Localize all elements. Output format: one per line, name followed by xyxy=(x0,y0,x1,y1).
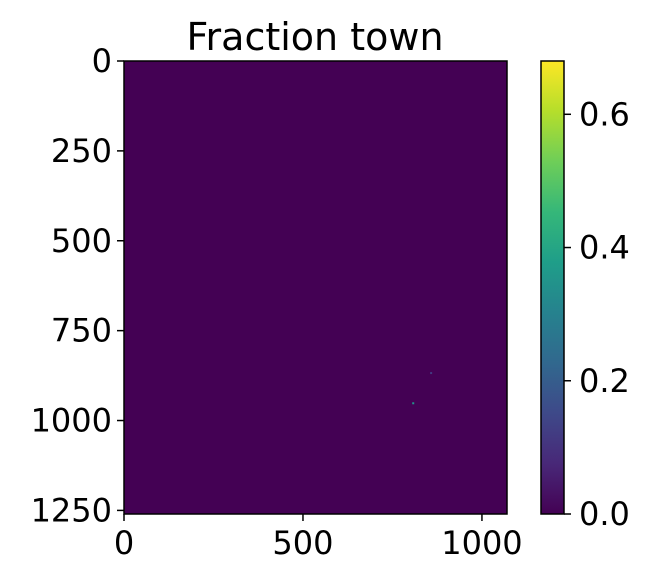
heatmap-area xyxy=(124,61,507,514)
heatmap-background xyxy=(124,61,507,514)
colorbar-tick-label: 0.4 xyxy=(579,229,630,267)
chart-title: Fraction town xyxy=(186,15,443,59)
x-tick-label: 1000 xyxy=(441,524,522,562)
y-tick-label: 1000 xyxy=(31,402,112,440)
colorbar: 0.0 0.2 0.4 0.6 xyxy=(541,61,630,533)
x-tick-label: 0 xyxy=(114,524,134,562)
colorbar-tick-label: 0.2 xyxy=(579,362,630,400)
colorbar-gradient xyxy=(541,61,564,514)
x-tick-label: 500 xyxy=(272,524,333,562)
y-tick-label: 250 xyxy=(51,132,112,170)
heatmap-hotspot xyxy=(412,402,414,404)
y-tick-label: 750 xyxy=(51,312,112,350)
y-tick-label: 500 xyxy=(51,222,112,260)
heatmap-hotspot xyxy=(430,372,432,374)
y-tick-label: 1250 xyxy=(31,491,112,529)
y-tick-label: 0 xyxy=(92,42,112,80)
colorbar-tick-label: 0.0 xyxy=(579,495,630,533)
colorbar-tick-label: 0.6 xyxy=(579,95,630,133)
